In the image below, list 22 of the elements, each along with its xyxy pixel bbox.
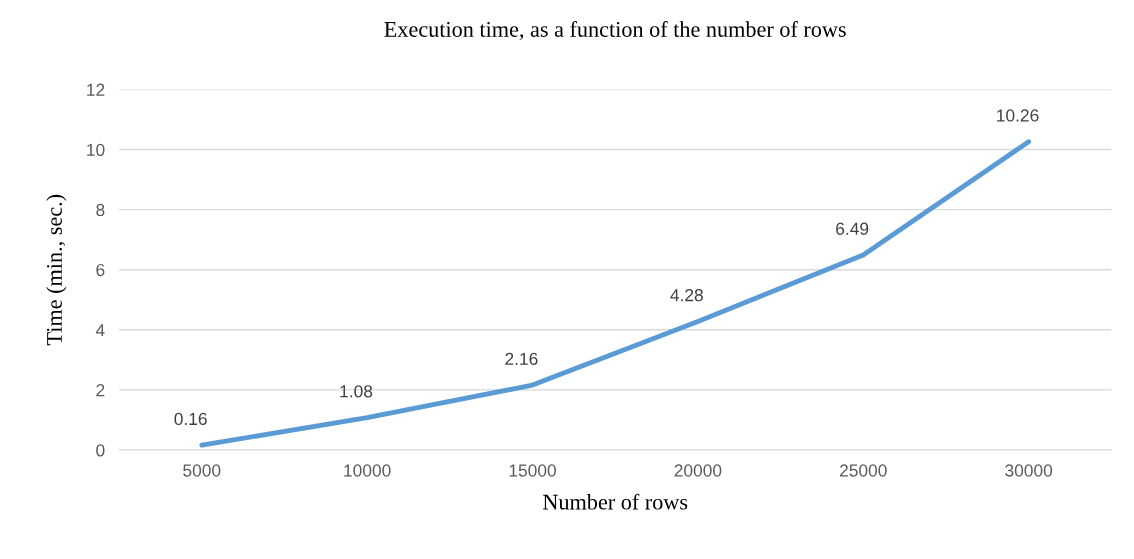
x-tick-label: 10000 xyxy=(344,464,391,477)
x-tick-label: 5000 xyxy=(183,464,221,477)
x-tick-label: 30000 xyxy=(1005,464,1053,477)
y-tick-label: 12 xyxy=(87,83,105,96)
y-axis-title: Time (min., sec.) xyxy=(46,194,67,346)
y-tick-label: 2 xyxy=(96,384,105,397)
x-tick-label: 25000 xyxy=(839,464,887,477)
y-tick-label: 6 xyxy=(96,263,105,277)
data-label: 2.16 xyxy=(505,352,538,365)
data-label: 6.49 xyxy=(836,222,869,235)
y-tick-label: 0 xyxy=(96,444,105,457)
y-tick-label: 8 xyxy=(96,203,105,217)
chart-title: Execution time, as a function of the number of rows xyxy=(384,21,846,41)
y-tick-label: 10 xyxy=(87,143,105,156)
x-tick-label: 20000 xyxy=(674,464,722,477)
data-label: 0.16 xyxy=(174,412,207,426)
x-tick-label: 15000 xyxy=(509,464,556,477)
data-label: 4.28 xyxy=(670,289,703,302)
x-axis-title: Number of rows xyxy=(543,493,688,510)
data-label: 1.08 xyxy=(340,385,373,398)
data-label: 10.26 xyxy=(997,109,1039,122)
y-tick-label: 4 xyxy=(95,324,105,337)
